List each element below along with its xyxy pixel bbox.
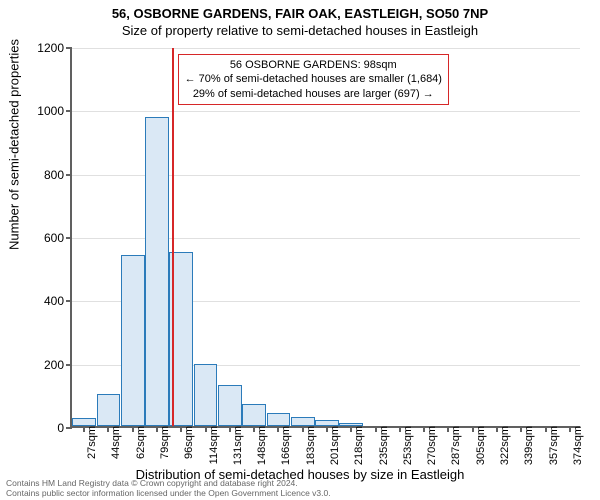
annotation-box: 56 OSBORNE GARDENS: 98sqm← 70% of semi-d… (178, 54, 449, 105)
histogram-bar (97, 394, 121, 426)
histogram-bar (194, 364, 218, 426)
annotation-line: ← 70% of semi-detached houses are smalle… (185, 72, 442, 86)
x-tick-label: 27sqm (82, 426, 98, 459)
x-tick-label: 270sqm (422, 426, 438, 465)
x-tick-label: 305sqm (471, 426, 487, 465)
histogram-bar (315, 420, 339, 426)
x-tick-label: 166sqm (276, 426, 292, 465)
histogram-bar (145, 117, 169, 426)
footer-attribution: Contains HM Land Registry data © Crown c… (0, 477, 600, 500)
x-tick-label: 131sqm (228, 426, 244, 465)
chart-subtitle: Size of property relative to semi-detach… (0, 23, 600, 44)
x-tick-label: 235sqm (374, 426, 390, 465)
x-tick-label: 44sqm (106, 426, 122, 459)
x-tick-label: 183sqm (301, 426, 317, 465)
x-tick-label: 253sqm (398, 426, 414, 465)
annotation-line: 29% of semi-detached houses are larger (… (185, 87, 442, 101)
x-tick-label: 357sqm (544, 426, 560, 465)
histogram-bar (121, 255, 145, 426)
histogram-bar (267, 413, 291, 426)
histogram-bar (291, 417, 315, 427)
x-tick-label: 62sqm (131, 426, 147, 459)
histogram-bar (218, 385, 242, 426)
x-tick-label: 79sqm (155, 426, 171, 459)
x-tick-label: 114sqm (204, 426, 220, 464)
histogram-bar (72, 418, 96, 426)
footer-line-2: Contains public sector information licen… (6, 489, 594, 498)
x-tick-label: 339sqm (519, 426, 535, 465)
x-tick-label: 374sqm (568, 426, 584, 465)
reference-line (172, 48, 174, 426)
annotation-line: 56 OSBORNE GARDENS: 98sqm (185, 58, 442, 72)
y-axis-label: Number of semi-detached properties (7, 39, 22, 250)
x-tick-label: 201sqm (325, 426, 341, 465)
x-tick-label: 218sqm (349, 426, 365, 465)
x-tick-label: 96sqm (179, 426, 195, 459)
x-tick-label: 322sqm (495, 426, 511, 465)
chart-plot-area: 02004006008001000120027sqm44sqm62sqm79sq… (70, 48, 580, 428)
histogram-bar (242, 404, 266, 426)
histogram-bar (339, 423, 363, 426)
chart-title: 56, OSBORNE GARDENS, FAIR OAK, EASTLEIGH… (0, 0, 600, 23)
x-tick-label: 287sqm (446, 426, 462, 465)
x-tick-label: 148sqm (252, 426, 268, 465)
